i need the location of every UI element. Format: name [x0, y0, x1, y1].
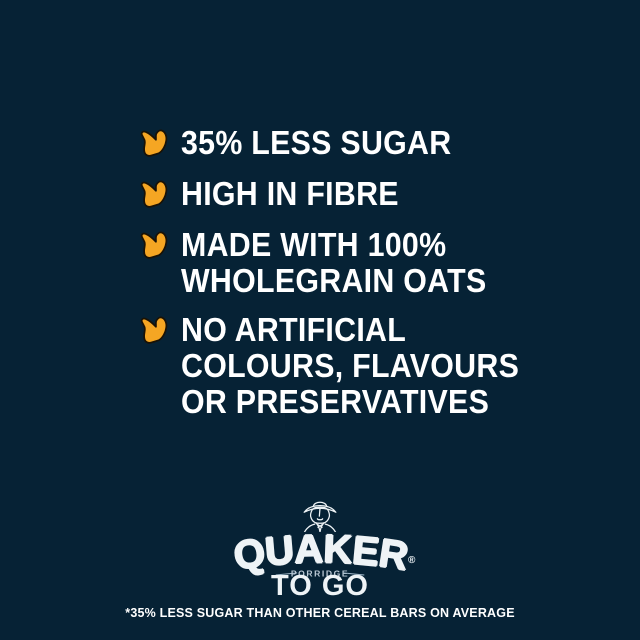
- svg-text:QUAKER: QUAKER: [231, 526, 411, 578]
- svg-text:®: ®: [408, 555, 416, 566]
